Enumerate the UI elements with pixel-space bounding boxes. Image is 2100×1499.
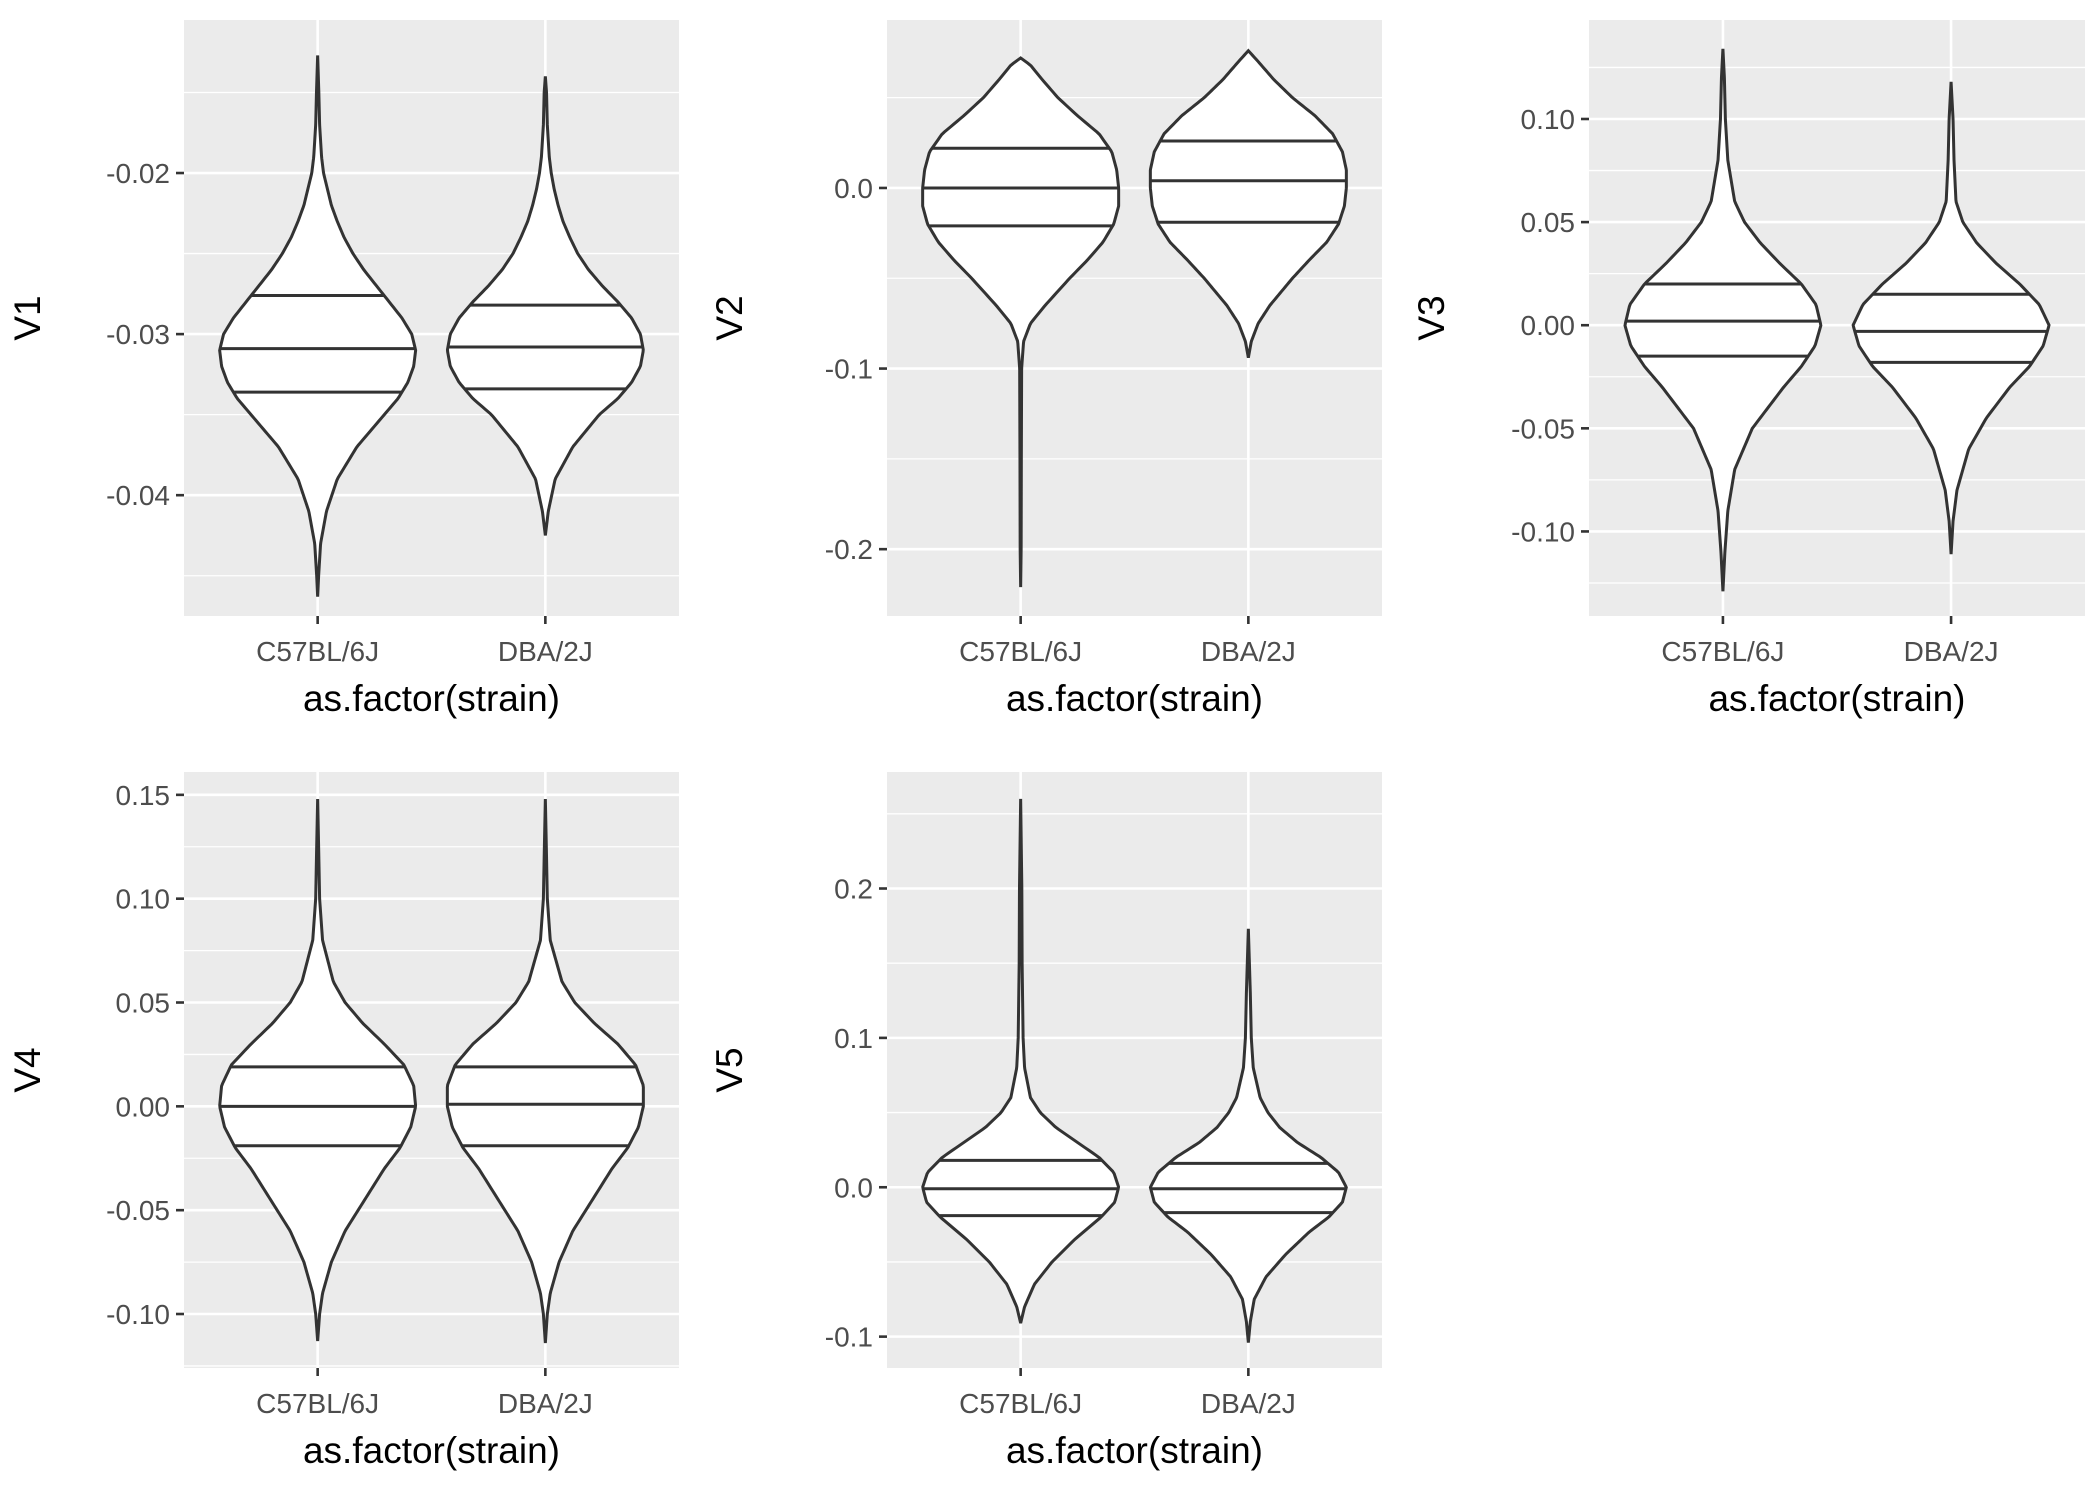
y-axis-title: V5 — [709, 1047, 750, 1092]
x-tick-label: C57BL/6J — [959, 1388, 1082, 1419]
y-axis-title: V1 — [7, 295, 48, 340]
y-tick-label: 0.1 — [834, 1023, 873, 1054]
x-tick-label: C57BL/6J — [1661, 636, 1784, 667]
y-axis-title: V4 — [7, 1047, 48, 1092]
violin-c57bl-6j — [921, 56, 1121, 588]
violin-dba-2j — [1148, 48, 1348, 359]
x-axis-title: as.factor(strain) — [303, 1430, 560, 1471]
x-tick-label: DBA/2J — [1201, 636, 1296, 667]
y-tick-label: -0.10 — [1511, 516, 1575, 547]
y-tick-label: 0.10 — [116, 884, 171, 915]
y-tick-label: 0.15 — [116, 780, 171, 811]
y-tick-label: 0.05 — [1521, 207, 1576, 238]
x-tick-label: DBA/2J — [1201, 1388, 1296, 1419]
y-tick-label: -0.02 — [106, 158, 170, 189]
violin-c57bl-6j — [218, 798, 418, 1342]
y-tick-label: -0.03 — [106, 319, 170, 350]
y-tick-label: -0.04 — [106, 480, 170, 511]
y-tick-label: -0.10 — [106, 1299, 170, 1330]
panel-3: -0.10 -0.05 0.00 0.05 0.10 C57BL/6J DBA/2J as.f… — [1411, 20, 2085, 719]
violin-dba-2j — [1851, 81, 2051, 555]
x-tick-label: DBA/2J — [498, 636, 593, 667]
y-tick-label: 0.10 — [1521, 104, 1576, 135]
x-axis-title: as.factor(strain) — [1006, 678, 1263, 719]
violin-c57bl-6j — [921, 798, 1121, 1324]
violin-c57bl-6j — [218, 55, 418, 597]
x-tick-label: C57BL/6J — [959, 636, 1082, 667]
y-tick-label: -0.1 — [825, 354, 873, 385]
y-tick-label: 0.2 — [834, 874, 873, 905]
y-tick-label: 0.0 — [834, 1172, 873, 1203]
x-axis-title: as.factor(strain) — [1708, 678, 1965, 719]
panel-5: -0.1 0.0 0.1 0.2 C57BL/6J DBA/2J as.factor(str… — [709, 772, 1382, 1471]
x-tick-label: C57BL/6J — [256, 636, 379, 667]
panel-2: -0.2 -0.1 0.0 C57BL/6J DBA/2J as.factor(strai… — [709, 20, 1382, 719]
panel-background — [887, 772, 1382, 1368]
panel-1: -0.04 -0.03 -0.02 C57BL/6J DBA/2J as.factor(s… — [7, 20, 679, 719]
y-tick-label: 0.05 — [116, 988, 171, 1019]
y-tick-label: -0.1 — [825, 1322, 873, 1353]
y-axis-title: V3 — [1411, 295, 1452, 340]
x-axis-title: as.factor(strain) — [1006, 1430, 1263, 1471]
violin-dba-2j — [1148, 928, 1348, 1343]
y-axis-title: V2 — [709, 295, 750, 340]
x-axis-title: as.factor(strain) — [303, 678, 560, 719]
panel-4: -0.10 -0.05 0.00 0.05 0.10 0.15 C57BL/6J DBA/2J… — [7, 772, 679, 1471]
y-tick-label: 0.0 — [834, 173, 873, 204]
y-tick-label: -0.05 — [106, 1195, 170, 1226]
y-tick-label: 0.00 — [116, 1091, 171, 1122]
y-tick-label: 0.00 — [1521, 310, 1576, 341]
x-tick-label: DBA/2J — [498, 1388, 593, 1419]
x-tick-label: DBA/2J — [1904, 636, 1999, 667]
y-tick-label: -0.2 — [825, 534, 873, 565]
violin-dba-2j — [445, 798, 645, 1344]
x-tick-label: C57BL/6J — [256, 1388, 379, 1419]
y-tick-label: -0.05 — [1511, 413, 1575, 444]
